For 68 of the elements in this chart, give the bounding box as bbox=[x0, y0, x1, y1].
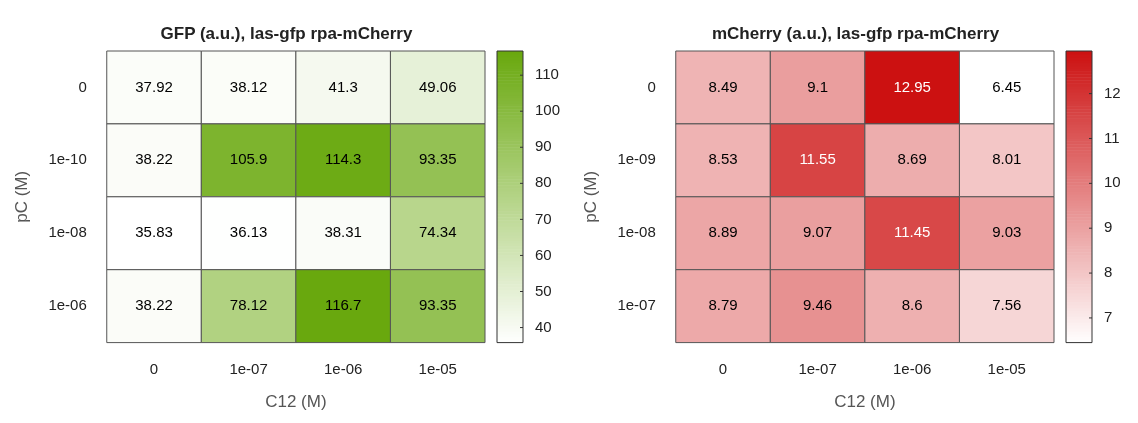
chart-title: GFP (a.u.), las-gfp rpa-mCherry bbox=[160, 24, 413, 44]
color-bar-label: 70 bbox=[535, 209, 552, 227]
y-tick-label: 1e-09 bbox=[617, 150, 656, 168]
data-label: 8.49 bbox=[708, 77, 738, 95]
x-tick-label: 0 bbox=[149, 359, 159, 377]
data-label: 9.46 bbox=[803, 296, 833, 314]
color-bar-label: 100 bbox=[535, 101, 561, 119]
chart-title: mCherry (a.u.), las-gfp rpa-mCherry bbox=[711, 24, 1000, 44]
data-label: 49.06 bbox=[418, 77, 457, 95]
color-bar-label: 40 bbox=[535, 317, 552, 335]
data-label: 74.34 bbox=[418, 223, 457, 241]
y-tick-label: 0 bbox=[78, 77, 87, 95]
color-bar-label: 8 bbox=[1104, 263, 1113, 281]
x-axis-title: C12 (M) bbox=[265, 392, 327, 412]
color-bar-label: 10 bbox=[1104, 173, 1121, 191]
data-label: 9.07 bbox=[803, 223, 833, 241]
color-bar-label: 12 bbox=[1104, 83, 1121, 101]
y-tick-label: 1e-06 bbox=[48, 296, 87, 314]
data-label: 116.7 bbox=[324, 296, 362, 314]
x-tick-label: 1e-07 bbox=[798, 359, 837, 377]
data-label: 11.55 bbox=[799, 150, 836, 168]
data-label: 93.35 bbox=[418, 150, 457, 168]
color-bar-label: 50 bbox=[535, 281, 552, 299]
x-axis-title: C12 (M) bbox=[834, 392, 896, 412]
color-bar-label: 11 bbox=[1104, 128, 1120, 146]
data-label: 7.56 bbox=[992, 296, 1022, 314]
data-label: 8.69 bbox=[897, 150, 927, 168]
color-bar-label: 9 bbox=[1104, 218, 1113, 236]
y-axis-title: pC (M) bbox=[11, 170, 31, 223]
data-label: 8.79 bbox=[708, 296, 738, 314]
x-tick-label: 1e-06 bbox=[892, 359, 932, 377]
data-label: 8.89 bbox=[708, 223, 738, 241]
color-bar-label: 60 bbox=[535, 245, 552, 263]
data-label: 36.13 bbox=[229, 223, 268, 241]
data-label: 6.45 bbox=[992, 77, 1022, 95]
data-label: 78.12 bbox=[229, 296, 268, 314]
color-bar-label: 7 bbox=[1104, 308, 1113, 326]
data-label: 38.22 bbox=[135, 150, 173, 168]
color-bar-label: 110 bbox=[535, 65, 559, 83]
x-tick-label: 1e-05 bbox=[418, 359, 457, 377]
y-tick-label: 1e-07 bbox=[617, 296, 656, 314]
y-tick-label: 0 bbox=[647, 77, 656, 95]
data-label: 9.1 bbox=[807, 77, 829, 95]
x-tick-label: 1e-06 bbox=[323, 359, 363, 377]
x-tick-label: 0 bbox=[718, 359, 728, 377]
y-tick-label: 1e-08 bbox=[48, 223, 87, 241]
data-label: 8.01 bbox=[992, 150, 1022, 168]
data-label: 11.45 bbox=[893, 223, 931, 241]
data-label: 105.9 bbox=[229, 150, 268, 168]
x-tick-label: 1e-07 bbox=[229, 359, 268, 377]
color-bar-label: 80 bbox=[535, 173, 552, 191]
data-label: 41.3 bbox=[328, 77, 358, 95]
data-label: 38.31 bbox=[324, 223, 362, 241]
y-tick-label: 1e-10 bbox=[48, 150, 87, 168]
data-label: 8.53 bbox=[708, 150, 738, 168]
y-axis-title: pC (M) bbox=[580, 170, 600, 223]
data-label: 93.35 bbox=[418, 296, 457, 314]
data-label: 37.92 bbox=[135, 77, 173, 95]
data-label: 114.3 bbox=[324, 150, 362, 168]
data-label: 35.83 bbox=[135, 223, 173, 241]
y-tick-label: 1e-08 bbox=[617, 223, 656, 241]
data-label: 9.03 bbox=[992, 223, 1022, 241]
color-bar-label: 90 bbox=[535, 137, 552, 155]
x-tick-label: 1e-05 bbox=[987, 359, 1026, 377]
data-label: 38.22 bbox=[135, 296, 173, 314]
data-label: 38.12 bbox=[229, 77, 268, 95]
data-label: 8.6 bbox=[901, 296, 923, 314]
data-label: 12.95 bbox=[893, 77, 931, 95]
